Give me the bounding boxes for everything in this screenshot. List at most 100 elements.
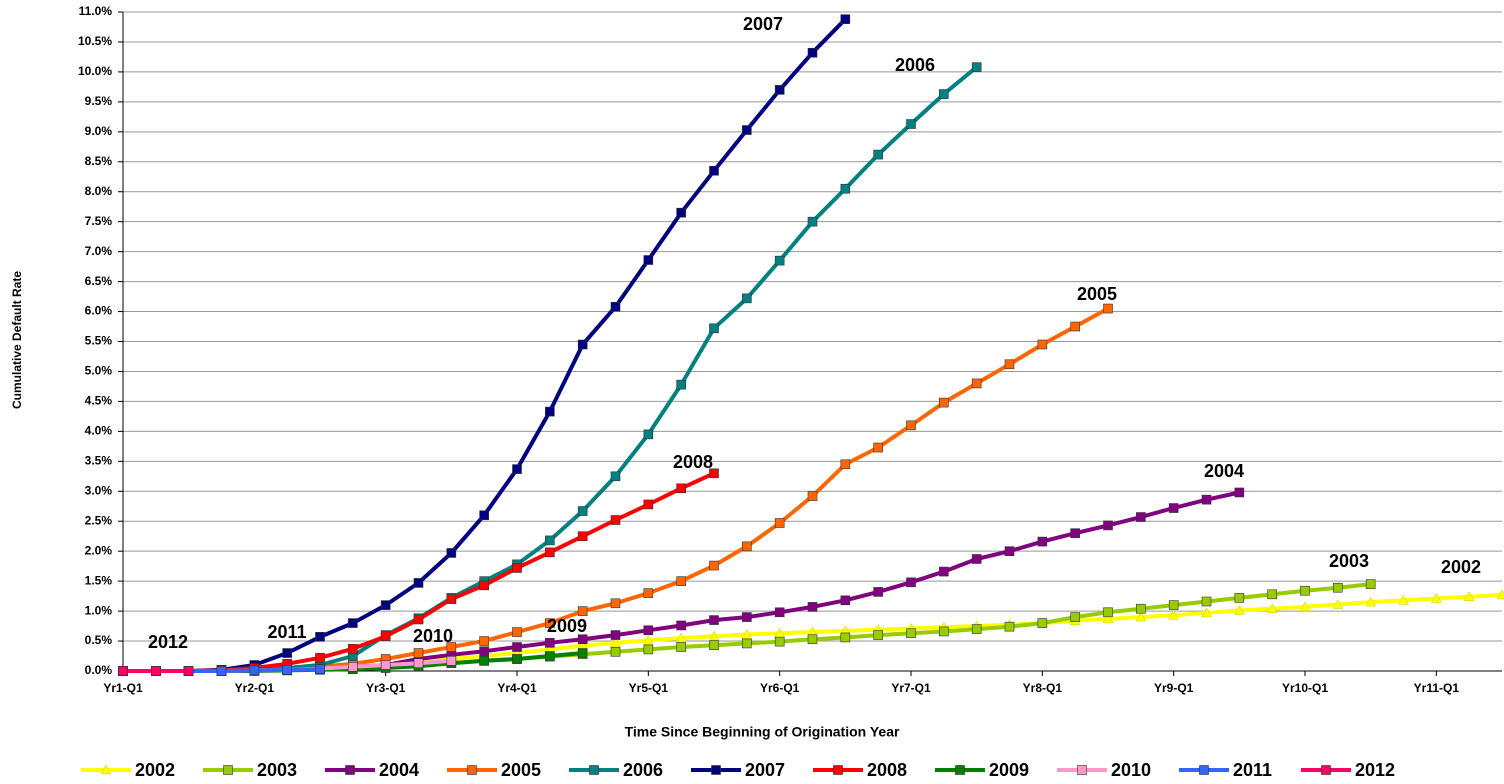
y-axis-title: Cumulative Default Rate bbox=[10, 271, 24, 409]
data-point bbox=[1234, 593, 1245, 603]
series-label: 2012 bbox=[148, 632, 188, 652]
data-point bbox=[840, 459, 851, 470]
data-point bbox=[873, 630, 883, 640]
data-point bbox=[742, 541, 752, 552]
data-point bbox=[676, 576, 686, 586]
data-point bbox=[413, 578, 424, 588]
x-tick-label: Yr6-Q1 bbox=[760, 681, 800, 695]
x-tick-label: Yr10-Q1 bbox=[1282, 681, 1328, 695]
data-point bbox=[873, 587, 883, 597]
y-tick-label: 3.5% bbox=[85, 453, 113, 467]
data-point bbox=[545, 651, 555, 661]
data-point bbox=[1300, 585, 1310, 596]
data-point bbox=[1102, 613, 1114, 624]
data-point bbox=[1135, 611, 1147, 622]
data-point bbox=[315, 653, 325, 663]
series-line bbox=[123, 17, 847, 673]
data-point bbox=[512, 654, 522, 664]
x-axis-title: Time Since Beginning of Origination Year bbox=[625, 724, 900, 740]
data-point bbox=[380, 660, 391, 670]
data-point bbox=[774, 255, 785, 266]
data-point bbox=[939, 626, 949, 637]
x-tick-label: Yr1-Q1 bbox=[103, 681, 143, 695]
data-point bbox=[610, 471, 621, 482]
data-point bbox=[577, 634, 588, 645]
data-point bbox=[446, 548, 457, 558]
data-point bbox=[774, 85, 785, 95]
data-point bbox=[1004, 546, 1015, 556]
series-label: 2008 bbox=[673, 452, 713, 472]
data-point bbox=[610, 515, 621, 525]
legend-marker bbox=[711, 765, 721, 775]
data-point bbox=[1365, 596, 1377, 607]
legend-label: 2007 bbox=[745, 760, 785, 780]
data-point bbox=[446, 656, 457, 666]
data-point bbox=[741, 628, 753, 639]
legend-label: 2011 bbox=[1233, 760, 1272, 780]
data-point bbox=[939, 89, 949, 99]
data-point bbox=[1267, 589, 1277, 600]
data-point bbox=[873, 149, 883, 160]
legend-label: 2008 bbox=[867, 760, 907, 780]
data-point bbox=[577, 506, 588, 516]
legend-label: 2012 bbox=[1355, 760, 1395, 780]
data-point bbox=[610, 630, 621, 640]
data-point bbox=[774, 518, 785, 528]
data-point bbox=[676, 642, 686, 652]
data-point bbox=[840, 183, 851, 194]
data-point bbox=[1463, 591, 1475, 601]
y-tick-label: 5.5% bbox=[85, 334, 113, 348]
data-point bbox=[446, 594, 457, 604]
data-point bbox=[807, 634, 818, 645]
data-point bbox=[577, 648, 588, 658]
data-point bbox=[742, 638, 752, 649]
data-point bbox=[512, 464, 522, 474]
x-tick-label: Yr11-Q1 bbox=[1414, 681, 1460, 695]
x-tick-label: Yr9-Q1 bbox=[1154, 681, 1194, 695]
y-tick-label: 10.5% bbox=[78, 34, 112, 48]
data-point bbox=[1168, 600, 1179, 610]
data-point bbox=[675, 632, 687, 643]
y-tick-label: 4.5% bbox=[85, 394, 113, 408]
data-point bbox=[643, 625, 654, 636]
data-point bbox=[939, 566, 949, 577]
data-point bbox=[676, 620, 686, 631]
data-point bbox=[1037, 339, 1048, 350]
legend-marker bbox=[223, 765, 233, 775]
y-tick-label: 7.0% bbox=[85, 244, 113, 258]
legend-label: 2004 bbox=[379, 760, 419, 780]
data-point bbox=[545, 547, 555, 558]
data-point bbox=[545, 638, 555, 648]
data-point bbox=[1333, 582, 1343, 593]
y-tick-label: 6.0% bbox=[85, 304, 113, 318]
data-point bbox=[118, 666, 128, 676]
x-tick-label: Yr4-Q1 bbox=[497, 681, 537, 695]
data-point bbox=[315, 664, 325, 675]
data-point bbox=[610, 637, 621, 648]
data-point bbox=[1201, 596, 1212, 607]
legend-marker bbox=[100, 764, 112, 775]
y-tick-label: 8.0% bbox=[85, 184, 113, 198]
legend-label: 2010 bbox=[1111, 760, 1151, 780]
data-point bbox=[676, 379, 686, 390]
series-label: 2002 bbox=[1441, 557, 1481, 577]
data-point bbox=[216, 666, 227, 676]
y-tick-label: 11.0% bbox=[79, 4, 113, 18]
y-tick-label: 2.5% bbox=[85, 513, 113, 527]
data-point bbox=[807, 47, 818, 58]
data-point bbox=[971, 624, 982, 634]
data-point bbox=[709, 165, 719, 176]
data-point bbox=[807, 216, 818, 227]
data-point bbox=[183, 666, 194, 676]
y-tick-label: 0.5% bbox=[85, 633, 113, 647]
legend-label: 2009 bbox=[989, 760, 1029, 780]
data-point bbox=[807, 602, 818, 612]
data-point bbox=[545, 535, 555, 546]
x-tick-label: Yr3-Q1 bbox=[366, 681, 406, 695]
data-point bbox=[742, 612, 752, 622]
data-point bbox=[1103, 520, 1113, 531]
data-point bbox=[1201, 494, 1212, 505]
data-point bbox=[1430, 592, 1442, 603]
